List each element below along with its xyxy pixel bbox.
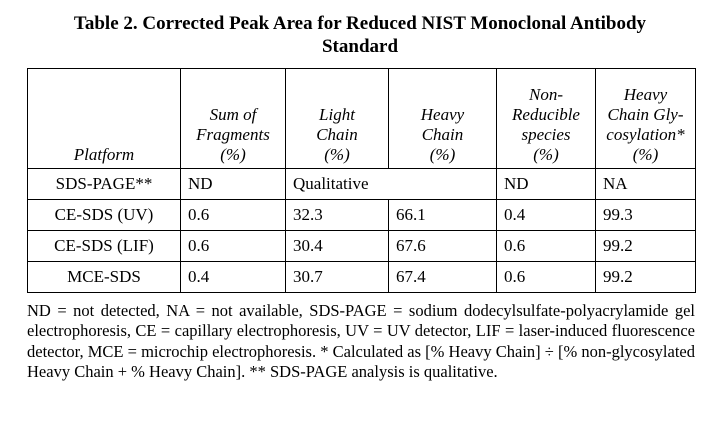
table-title-line-2: Standard (321, 36, 399, 57)
table-row: CE-SDS (LIF) 0.6 30.4 67.6 0.6 99.2 (27, 230, 696, 262)
table-footnote: ND = not detected, NA = not available, S… (27, 301, 695, 382)
cell-glycosylation: 99.2 (595, 230, 696, 262)
cell-fragments: 0.6 (180, 199, 286, 231)
cell-glycosylation: NA (595, 168, 696, 200)
cell-platform: CE-SDS (UV) (27, 199, 181, 231)
cell-light-chain: 30.7 (285, 261, 389, 293)
table-header-row: Platform Sum of Fragments (%) Light Chai… (27, 68, 696, 169)
cell-glycosylation: 99.3 (595, 199, 696, 231)
cell-platform: SDS-PAGE** (27, 168, 181, 200)
cell-platform: MCE-SDS (27, 261, 181, 293)
cell-fragments: 0.4 (180, 261, 286, 293)
cell-light-heavy-merged: Qualitative (285, 168, 497, 200)
header-non-reducible-species: Non- Reducible species (%) (496, 68, 596, 169)
header-heavy-chain-glycosylation: Heavy Chain Gly- cosylation* (%) (595, 68, 696, 169)
cell-platform: CE-SDS (LIF) (27, 230, 181, 262)
cell-non-reducible: 0.6 (496, 261, 596, 293)
results-table: Platform Sum of Fragments (%) Light Chai… (27, 68, 696, 293)
cell-fragments: 0.6 (180, 230, 286, 262)
table-title-line-1: Table 2. Corrected Peak Area for Reduced… (73, 13, 647, 34)
cell-heavy-chain: 67.4 (388, 261, 497, 293)
cell-glycosylation: 99.2 (595, 261, 696, 293)
table-title: Table 2. Corrected Peak Area for Reduced… (20, 12, 700, 58)
cell-heavy-chain: 67.6 (388, 230, 497, 262)
header-platform: Platform (27, 68, 181, 169)
header-light-chain: Light Chain (%) (285, 68, 389, 169)
cell-light-chain: 32.3 (285, 199, 389, 231)
cell-fragments: ND (180, 168, 286, 200)
table-row: SDS-PAGE** ND Qualitative ND NA (27, 168, 696, 200)
header-sum-of-fragments: Sum of Fragments (%) (180, 68, 286, 169)
cell-light-chain: 30.4 (285, 230, 389, 262)
cell-non-reducible: 0.6 (496, 230, 596, 262)
table-row: CE-SDS (UV) 0.6 32.3 66.1 0.4 99.3 (27, 199, 696, 231)
cell-non-reducible: ND (496, 168, 596, 200)
table-row: MCE-SDS 0.4 30.7 67.4 0.6 99.2 (27, 261, 696, 293)
cell-heavy-chain: 66.1 (388, 199, 497, 231)
cell-non-reducible: 0.4 (496, 199, 596, 231)
header-heavy-chain: Heavy Chain (%) (388, 68, 497, 169)
